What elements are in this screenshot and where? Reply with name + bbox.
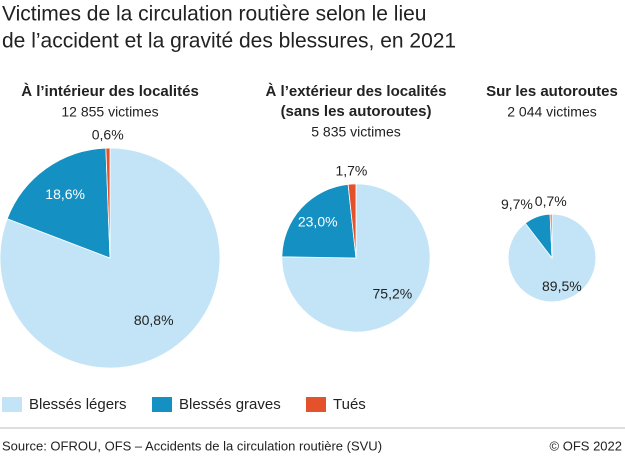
value-label: 18,6% — [45, 186, 85, 202]
source: Source: OFROU, OFS – Accidents de la cir… — [2, 438, 382, 453]
legend-label: Blessés légers — [29, 396, 127, 413]
pie-slice — [347, 183, 357, 259]
pie-slice — [105, 147, 111, 259]
pie-subtitle: 2 044 victimes — [507, 104, 596, 120]
value-label: 0,6% — [92, 127, 124, 143]
value-label: 1,7% — [335, 163, 367, 179]
legend-label: Tués — [333, 396, 366, 413]
legend-swatch — [2, 397, 22, 412]
value-label: 0,7% — [535, 193, 567, 209]
pie-slice — [281, 183, 431, 333]
value-label: 23,0% — [298, 214, 338, 230]
pie-title: À l’intérieur des localités — [21, 83, 199, 100]
pie-slice — [6, 147, 111, 259]
value-label: 9,7% — [501, 196, 533, 212]
pie-title: Sur les autoroutes — [486, 83, 618, 100]
pie-slice — [281, 183, 357, 259]
title-line: de l’accident et la gravité des blessure… — [2, 30, 456, 53]
pie-subtitle: 5 835 victimes — [311, 124, 400, 140]
legend-label: Blessés graves — [179, 396, 281, 413]
value-label: 80,8% — [134, 312, 174, 328]
pie-slice — [549, 213, 553, 259]
value-label: 75,2% — [373, 286, 413, 302]
value-label: 89,5% — [542, 278, 582, 294]
pie-title: À l’extérieur des localités — [266, 83, 447, 100]
legend-swatch — [152, 397, 172, 412]
copyright: © OFS 2022 — [550, 438, 622, 453]
legend-swatch — [306, 397, 326, 412]
title-line: Victimes de la circulation routière selo… — [2, 3, 427, 26]
pie-title: (sans les autoroutes) — [281, 103, 432, 120]
pie-subtitle: 12 855 victimes — [61, 104, 158, 120]
